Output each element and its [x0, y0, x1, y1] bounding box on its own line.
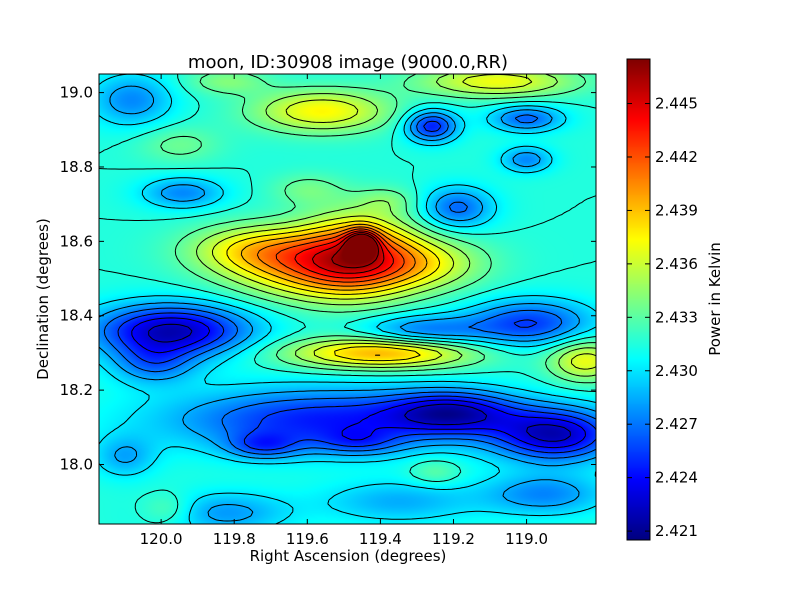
- colorbar-tick-label: 2.424: [655, 469, 698, 487]
- y-axis-ticks: 18.0 18.2 18.4 18.6 18.8 19.0: [60, 84, 596, 473]
- colorbar-tick-label: 2.433: [655, 308, 698, 326]
- colorbar-frame: [626, 58, 651, 541]
- contour-line: [148, 323, 571, 442]
- x-tick-label: 119.0: [505, 530, 548, 548]
- colorbar: 2.421 2.424 2.427 2.430 2.433 2.436 2.439 2.442…: [626, 58, 724, 541]
- plot-frame: [98, 73, 597, 525]
- y-axis-label: Declination (degrees): [34, 218, 52, 380]
- contour-lines: [98, 73, 597, 525]
- plot-area: [98, 73, 597, 525]
- x-tick-label: 119.8: [213, 530, 256, 548]
- contour-line: [331, 233, 379, 269]
- y-tick-label: 18.2: [60, 381, 93, 399]
- colorbar-tick-label: 2.442: [655, 148, 698, 166]
- y-tick-label: 18.4: [60, 307, 93, 325]
- colorbar-tick-label: 2.430: [655, 362, 698, 380]
- y-tick-label: 18.0: [60, 455, 93, 473]
- y-tick-label: 18.8: [60, 158, 93, 176]
- colorbar-tick-label: 2.421: [655, 522, 698, 540]
- x-axis-label: Right Ascension (degrees): [250, 547, 447, 565]
- x-tick-label: 119.6: [286, 530, 329, 548]
- colorbar-label: Power in Kelvin: [706, 242, 724, 356]
- contour-line: [294, 230, 394, 279]
- contour-line: [275, 228, 405, 283]
- x-tick-label: 120.0: [140, 530, 183, 548]
- contour-line: [103, 114, 597, 459]
- contour-line: [226, 220, 441, 362]
- contour-line: [131, 317, 586, 449]
- colorbar-tick-label: 2.439: [655, 201, 698, 219]
- colorbar-ticks: 2.421 2.424 2.427 2.430 2.433 2.436 2.439 2.442…: [627, 95, 698, 540]
- x-axis-ticks: 120.0 119.8 119.6 119.4 119.2 119.0: [140, 74, 548, 548]
- contour-line: [160, 73, 597, 384]
- contour-line: [311, 232, 385, 274]
- contour-line: [211, 74, 597, 370]
- chart-title: moon, ID:30908 image (9000.0,RR): [188, 52, 508, 73]
- contour-line: [117, 120, 597, 454]
- contour-line: [98, 73, 597, 524]
- y-tick-label: 18.6: [60, 232, 93, 250]
- y-tick-label: 19.0: [60, 84, 93, 102]
- x-tick-label: 119.4: [359, 530, 402, 548]
- contour-line: [98, 73, 597, 525]
- contour-line: [240, 223, 428, 356]
- contour-line: [196, 73, 597, 377]
- colorbar-tick-label: 2.445: [655, 95, 698, 113]
- colorbar-tick-label: 2.436: [655, 255, 698, 273]
- colorbar-tick-label: 2.427: [655, 415, 698, 433]
- colorbar-gradient: [627, 59, 650, 540]
- contour-line: [256, 226, 416, 287]
- contour-line: [98, 85, 597, 522]
- x-tick-label: 119.2: [432, 530, 475, 548]
